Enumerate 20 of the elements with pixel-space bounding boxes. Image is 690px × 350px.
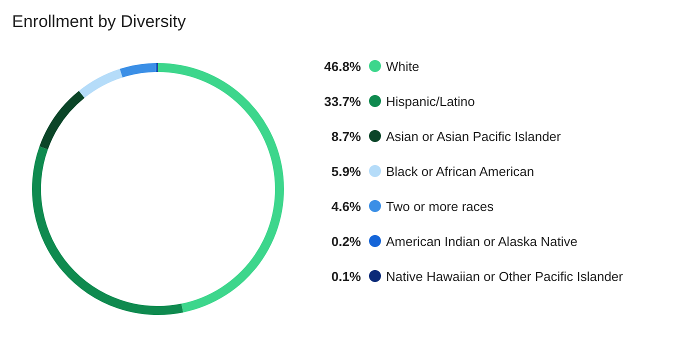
donut-slice bbox=[39, 90, 85, 150]
legend-label: Black or African American bbox=[386, 164, 534, 179]
data-label: 5.9% bbox=[331, 164, 362, 179]
legend-label: White bbox=[386, 59, 420, 74]
legend-label: Hispanic/Latino bbox=[386, 94, 475, 109]
legend-label: Two or more races bbox=[386, 199, 494, 214]
chart-title: Enrollment by Diversity bbox=[12, 12, 186, 31]
data-label: 0.1% bbox=[331, 269, 362, 284]
donut-slice bbox=[78, 68, 123, 98]
donut-slice bbox=[120, 63, 156, 78]
data-label: 46.8% bbox=[324, 59, 362, 74]
legend-label: Native Hawaiian or Other Pacific Islander bbox=[386, 269, 624, 284]
legend-label: Asian or Asian Pacific Islander bbox=[386, 129, 562, 144]
donut-slice bbox=[32, 146, 184, 315]
data-label: 4.6% bbox=[331, 199, 362, 214]
donut-slice bbox=[158, 63, 284, 312]
legend-label: American Indian or Alaska Native bbox=[386, 234, 578, 249]
data-label: 8.7% bbox=[331, 129, 362, 144]
data-label: 33.7% bbox=[324, 94, 362, 109]
data-label: 0.2% bbox=[331, 234, 362, 249]
